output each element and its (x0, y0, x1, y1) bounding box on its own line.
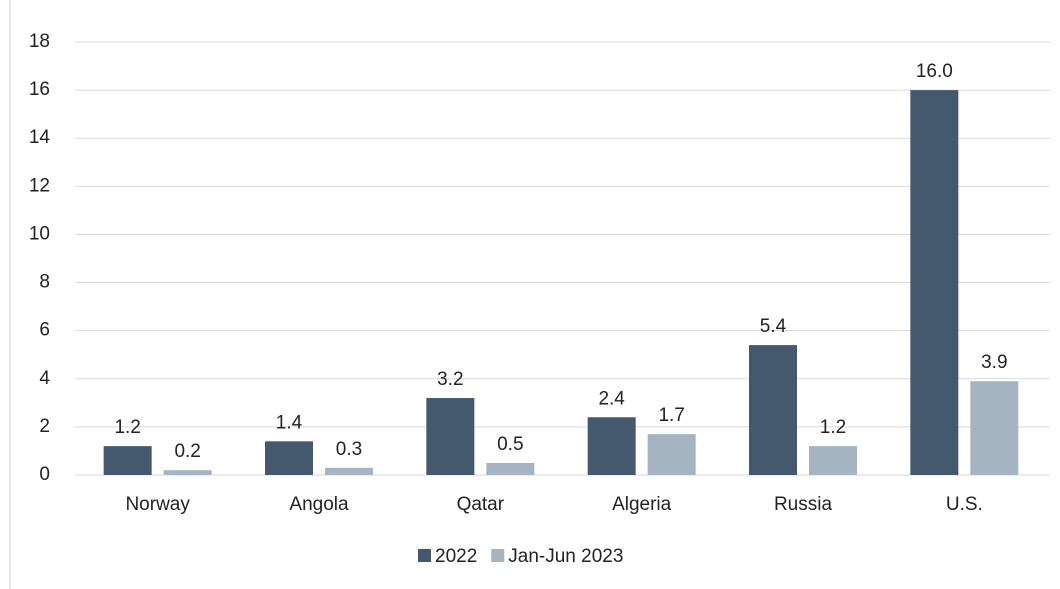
bar (647, 434, 696, 475)
y-tick-label: 4 (39, 368, 50, 389)
value-label: 0.3 (336, 439, 362, 460)
value-label: 1.7 (658, 405, 684, 426)
value-label: 3.2 (437, 369, 463, 390)
value-label: 0.5 (497, 434, 523, 455)
bar (103, 446, 152, 475)
x-tick-label: U.S. (946, 494, 983, 515)
bar (486, 462, 535, 475)
value-label: 1.2 (114, 417, 140, 438)
y-tick-label: 12 (29, 175, 50, 196)
y-tick-label: 0 (39, 464, 50, 485)
y-tick-label: 8 (39, 272, 50, 293)
bar (587, 417, 636, 475)
bar (809, 446, 857, 475)
x-tick-label: Angola (289, 494, 349, 515)
bar (265, 441, 313, 475)
y-tick-label: 6 (39, 320, 50, 341)
y-tick-label: 14 (29, 127, 51, 148)
x-tick-label: Algeria (612, 494, 672, 515)
y-tick-label: 10 (29, 223, 50, 244)
bar (910, 90, 959, 475)
value-label: 16.0 (916, 61, 953, 82)
value-label: 1.2 (820, 417, 846, 438)
legend-label: 2022 (435, 546, 477, 567)
bar (325, 467, 373, 475)
y-tick-label: 16 (29, 79, 50, 100)
bar (426, 398, 475, 475)
value-label: 2.4 (598, 388, 625, 409)
y-tick-label: 18 (29, 31, 50, 52)
legend-swatch (418, 549, 431, 562)
bar (749, 345, 797, 475)
legend-swatch (491, 549, 505, 562)
bar (163, 470, 212, 475)
bar (970, 381, 1019, 475)
legend-label: Jan-Jun 2023 (508, 546, 623, 567)
x-tick-label: Norway (125, 494, 190, 515)
value-label: 3.9 (981, 352, 1007, 373)
value-label: 1.4 (276, 412, 303, 433)
y-tick-label: 2 (39, 416, 50, 437)
value-label: 0.2 (174, 441, 200, 462)
x-tick-label: Russia (774, 494, 833, 515)
value-label: 5.4 (760, 316, 787, 337)
x-tick-label: Qatar (457, 494, 505, 515)
